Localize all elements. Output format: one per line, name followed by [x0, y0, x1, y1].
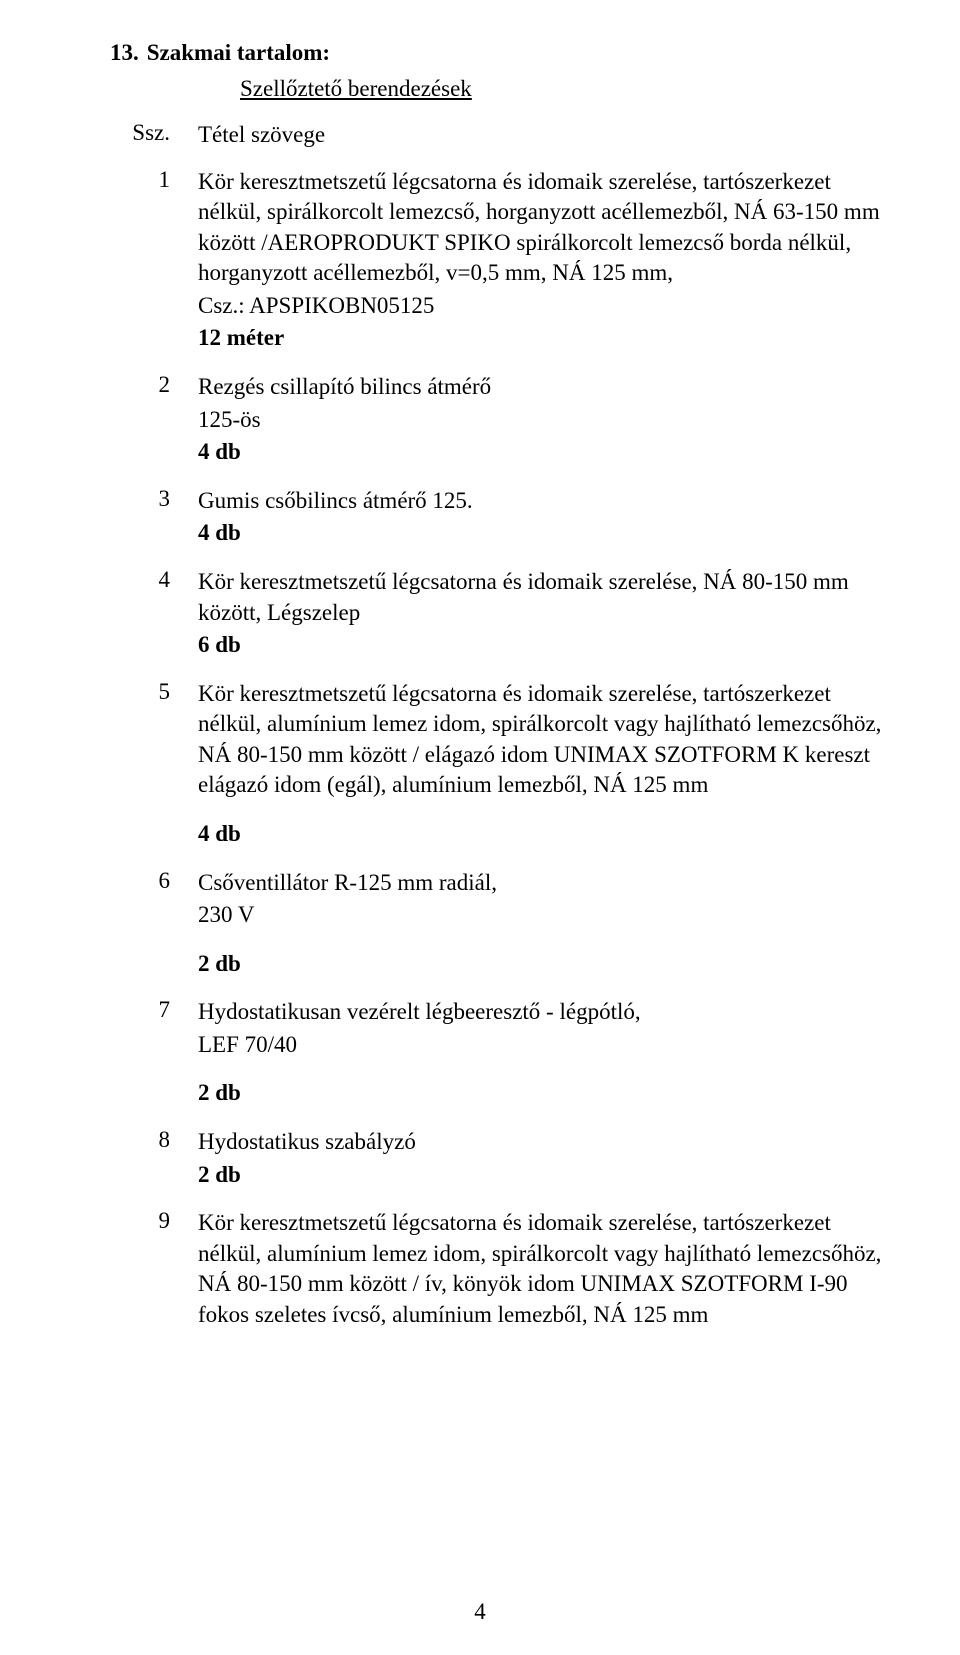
- item-number: 1: [110, 167, 198, 193]
- item-description-line: Kör keresztmetszetű légcsatorna és idoma…: [198, 567, 890, 628]
- item-text: Hydostatikus szabályzó2 db: [198, 1127, 890, 1192]
- table-row: 2Rezgés csillapító bilincs átmérő125-ös4…: [110, 372, 890, 470]
- section-subtitle: Szellőztető berendezések: [240, 76, 890, 102]
- page-number: 4: [0, 1599, 960, 1625]
- item-description-line: Csőventillátor R-125 mm radiál,: [198, 868, 890, 899]
- header-ssz: Ssz.: [110, 120, 198, 146]
- item-text: Kör keresztmetszetű légcsatorna és idoma…: [198, 679, 890, 852]
- item-quantity: 2 db: [198, 1078, 890, 1109]
- item-text: Kör keresztmetszetű légcsatorna és idoma…: [198, 1208, 890, 1332]
- header-tetel: Tétel szövege: [198, 120, 890, 151]
- item-text: Kör keresztmetszetű légcsatorna és idoma…: [198, 167, 890, 356]
- table-row: 7Hydostatikusan vezérelt légbeeresztő - …: [110, 997, 890, 1111]
- table-header-row: Ssz. Tétel szövege: [110, 120, 890, 151]
- item-text: Kör keresztmetszetű légcsatorna és idoma…: [198, 567, 890, 663]
- item-number: 9: [110, 1208, 198, 1234]
- item-quantity: 4 db: [198, 518, 890, 549]
- item-text: Rezgés csillapító bilincs átmérő125-ös4 …: [198, 372, 890, 470]
- item-number: 3: [110, 486, 198, 512]
- item-description-line: Kör keresztmetszetű légcsatorna és idoma…: [198, 167, 890, 289]
- item-text: Hydostatikusan vezérelt légbeeresztő - l…: [198, 997, 890, 1111]
- item-number: 8: [110, 1127, 198, 1153]
- section-heading: 13. Szakmai tartalom:: [110, 40, 890, 66]
- item-description-line: LEF 70/40: [198, 1030, 890, 1061]
- item-quantity: 6 db: [198, 630, 890, 661]
- item-description-line: Rezgés csillapító bilincs átmérő: [198, 372, 890, 403]
- item-number: 7: [110, 997, 198, 1023]
- item-number: 4: [110, 567, 198, 593]
- table-row: 3Gumis csőbilincs átmérő 125.4 db: [110, 486, 890, 551]
- section-title: Szakmai tartalom:: [147, 40, 330, 65]
- table-row: 8Hydostatikus szabályzó2 db: [110, 1127, 890, 1192]
- items-table: Ssz. Tétel szövege 1Kör keresztmetszetű …: [110, 120, 890, 1333]
- item-description-line: Hydostatikusan vezérelt légbeeresztő - l…: [198, 997, 890, 1028]
- item-quantity: 4 db: [198, 437, 890, 468]
- table-row: 5Kör keresztmetszetű légcsatorna és idom…: [110, 679, 890, 852]
- document-page: 13. Szakmai tartalom: Szellőztető berende…: [0, 0, 960, 1655]
- item-description-line: Gumis csőbilincs átmérő 125.: [198, 486, 890, 517]
- item-extra: Csz.: APSPIKOBN05125: [198, 291, 890, 322]
- table-row: 9Kör keresztmetszetű légcsatorna és idom…: [110, 1208, 890, 1332]
- item-text: Gumis csőbilincs átmérő 125.4 db: [198, 486, 890, 551]
- item-number: 6: [110, 868, 198, 894]
- item-quantity: 2 db: [198, 949, 890, 980]
- item-number: 2: [110, 372, 198, 398]
- item-description-line: 230 V: [198, 900, 890, 931]
- item-description-line: Hydostatikus szabályzó: [198, 1127, 890, 1158]
- item-text: Csőventillátor R-125 mm radiál,230 V 2 db: [198, 868, 890, 982]
- table-row: 6Csőventillátor R-125 mm radiál,230 V 2 d…: [110, 868, 890, 982]
- table-row: 4Kör keresztmetszetű légcsatorna és idom…: [110, 567, 890, 663]
- item-description-line: 125-ös: [198, 405, 890, 436]
- item-number: 5: [110, 679, 198, 705]
- item-quantity: 12 méter: [198, 323, 890, 354]
- item-description-line: Kör keresztmetszetű légcsatorna és idoma…: [198, 1208, 890, 1330]
- item-quantity: 2 db: [198, 1160, 890, 1191]
- section-number: 13.: [110, 40, 139, 65]
- item-quantity: 4 db: [198, 819, 890, 850]
- table-row: 1Kör keresztmetszetű légcsatorna és idom…: [110, 167, 890, 356]
- item-description-line: Kör keresztmetszetű légcsatorna és idoma…: [198, 679, 890, 801]
